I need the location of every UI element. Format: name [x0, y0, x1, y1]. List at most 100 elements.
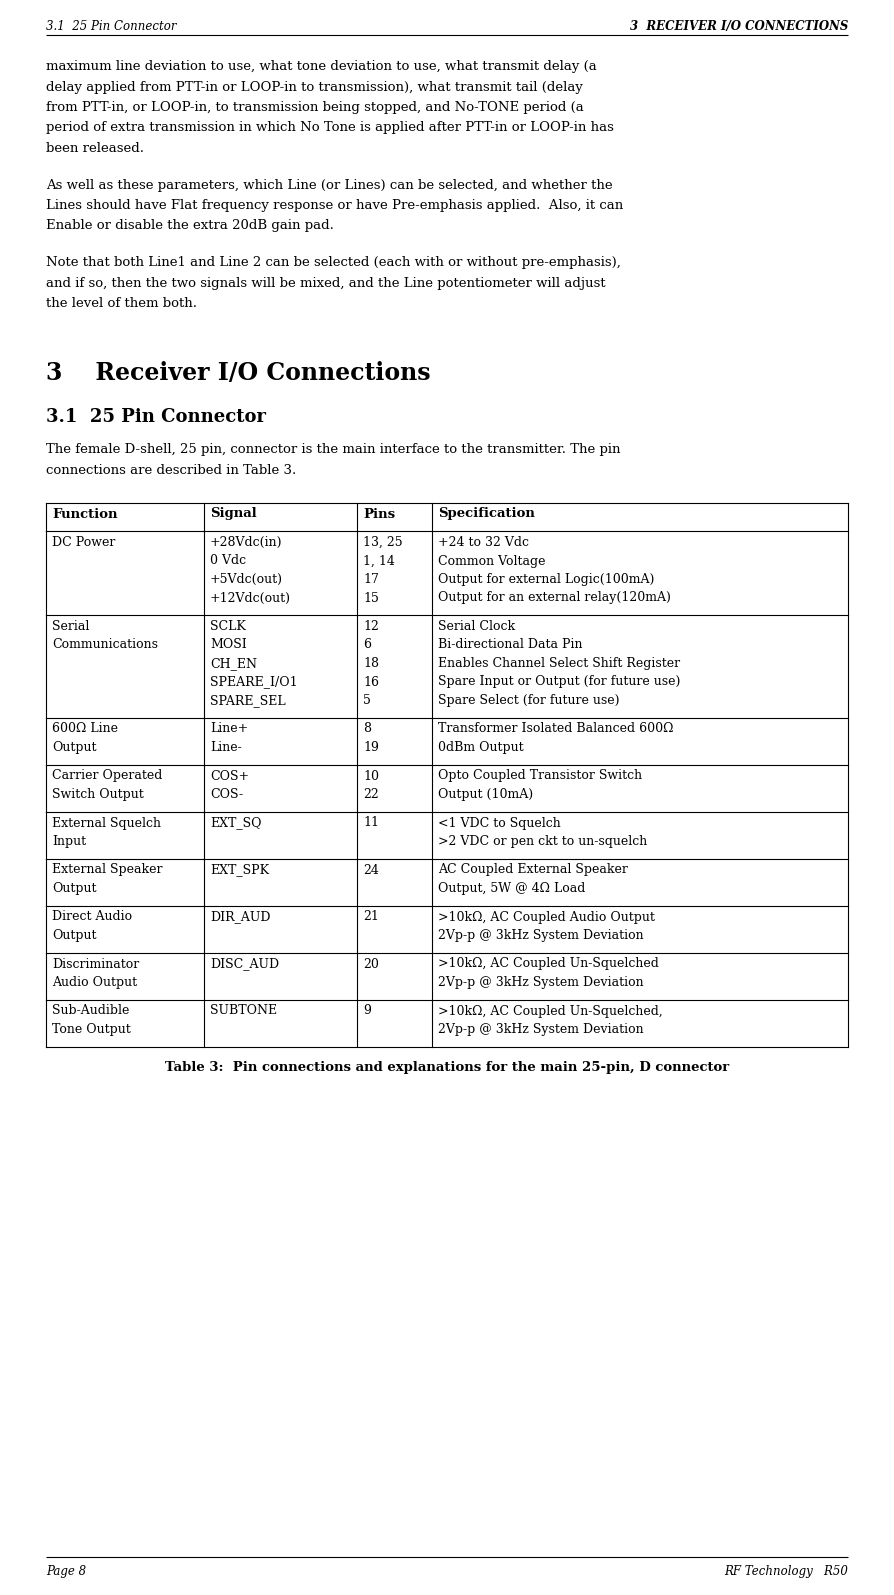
Text: 0dBm Output: 0dBm Output — [438, 742, 523, 754]
Text: Serial: Serial — [52, 620, 89, 633]
Text: Note that both Line1 and Line 2 can be selected (each with or without pre-emphas: Note that both Line1 and Line 2 can be s… — [46, 257, 620, 270]
Text: 6: 6 — [363, 638, 371, 651]
Text: DISC_AUD: DISC_AUD — [210, 957, 279, 970]
Text: Table 3:  Pin connections and explanations for the main 25-pin, D connector: Table 3: Pin connections and explanation… — [164, 1061, 730, 1073]
Text: 16: 16 — [363, 676, 379, 689]
Text: 22: 22 — [363, 788, 379, 801]
Text: maximum line deviation to use, what tone deviation to use, what transmit delay (: maximum line deviation to use, what tone… — [46, 61, 597, 73]
Text: Lines should have Flat frequency response or have Pre-emphasis applied.  Also, i: Lines should have Flat frequency respons… — [46, 199, 623, 212]
Text: 12: 12 — [363, 620, 379, 633]
Text: 11: 11 — [363, 817, 379, 829]
Text: Output, 5W @ 4Ω Load: Output, 5W @ 4Ω Load — [438, 882, 586, 895]
Text: Enable or disable the extra 20dB gain pad.: Enable or disable the extra 20dB gain pa… — [46, 220, 333, 233]
Text: Sub-Audible: Sub-Audible — [52, 1005, 130, 1018]
Text: COS+: COS+ — [210, 769, 249, 783]
Text: Carrier Operated: Carrier Operated — [52, 769, 163, 783]
Text: 13, 25: 13, 25 — [363, 536, 403, 549]
Text: SPEARE_I/O1: SPEARE_I/O1 — [210, 676, 298, 689]
Text: been released.: been released. — [46, 142, 144, 155]
Text: period of extra transmission in which No Tone is applied after PTT-in or LOOP-in: period of extra transmission in which No… — [46, 121, 614, 134]
Text: Output for an external relay(120mA): Output for an external relay(120mA) — [438, 592, 670, 605]
Text: 3.1  25 Pin Connector: 3.1 25 Pin Connector — [46, 21, 176, 33]
Text: 2Vp-p @ 3kHz System Deviation: 2Vp-p @ 3kHz System Deviation — [438, 976, 644, 989]
Text: and if so, then the two signals will be mixed, and the Line potentiometer will a: and if so, then the two signals will be … — [46, 276, 605, 290]
Text: Line-: Line- — [210, 742, 241, 754]
Text: 0 Vdc: 0 Vdc — [210, 555, 246, 568]
Text: DC Power: DC Power — [52, 536, 115, 549]
Text: Common Voltage: Common Voltage — [438, 555, 545, 568]
Text: External Squelch: External Squelch — [52, 817, 161, 829]
Text: SPARE_SEL: SPARE_SEL — [210, 694, 285, 707]
Text: Input: Input — [52, 836, 86, 849]
Text: EXT_SQ: EXT_SQ — [210, 817, 261, 829]
Text: 2Vp-p @ 3kHz System Deviation: 2Vp-p @ 3kHz System Deviation — [438, 1022, 644, 1037]
Text: External Speaker: External Speaker — [52, 863, 163, 877]
Text: 19: 19 — [363, 742, 379, 754]
Text: Direct Audio: Direct Audio — [52, 911, 132, 924]
Text: +28Vdc(in): +28Vdc(in) — [210, 536, 283, 549]
Text: >2 VDC or pen ckt to un-squelch: >2 VDC or pen ckt to un-squelch — [438, 836, 647, 849]
Text: SUBTONE: SUBTONE — [210, 1005, 277, 1018]
Text: Transformer Isolated Balanced 600Ω: Transformer Isolated Balanced 600Ω — [438, 723, 673, 735]
Text: Output: Output — [52, 742, 97, 754]
Text: 24: 24 — [363, 863, 379, 877]
Text: COS-: COS- — [210, 788, 243, 801]
Text: Specification: Specification — [438, 507, 535, 520]
Text: Output (10mA): Output (10mA) — [438, 788, 533, 801]
Text: 5: 5 — [363, 694, 371, 707]
Text: 600Ω Line: 600Ω Line — [52, 723, 118, 735]
Text: Output: Output — [52, 882, 97, 895]
Text: connections are described in Table 3.: connections are described in Table 3. — [46, 464, 296, 477]
Text: 17: 17 — [363, 573, 379, 585]
Text: >10kΩ, AC Coupled Un-Squelched: >10kΩ, AC Coupled Un-Squelched — [438, 957, 659, 970]
Text: +5Vdc(out): +5Vdc(out) — [210, 573, 283, 585]
Text: The female D-shell, 25 pin, connector is the main interface to the transmitter. : The female D-shell, 25 pin, connector is… — [46, 443, 620, 456]
Text: Signal: Signal — [210, 507, 257, 520]
Text: 2Vp-p @ 3kHz System Deviation: 2Vp-p @ 3kHz System Deviation — [438, 928, 644, 943]
Text: 3.1  25 Pin Connector: 3.1 25 Pin Connector — [46, 407, 266, 426]
Text: Switch Output: Switch Output — [52, 788, 144, 801]
Text: Serial Clock: Serial Clock — [438, 620, 515, 633]
Text: Bi-directional Data Pin: Bi-directional Data Pin — [438, 638, 582, 651]
Text: +12Vdc(out): +12Vdc(out) — [210, 592, 291, 605]
Text: Spare Input or Output (for future use): Spare Input or Output (for future use) — [438, 676, 680, 689]
Text: Enables Channel Select Shift Register: Enables Channel Select Shift Register — [438, 657, 680, 670]
Text: >10kΩ, AC Coupled Audio Output: >10kΩ, AC Coupled Audio Output — [438, 911, 654, 924]
Text: Communications: Communications — [52, 638, 158, 651]
Text: 1, 14: 1, 14 — [363, 555, 395, 568]
Text: Spare Select (for future use): Spare Select (for future use) — [438, 694, 620, 707]
Text: SCLK: SCLK — [210, 620, 246, 633]
Text: CH_EN: CH_EN — [210, 657, 257, 670]
Text: Discriminator: Discriminator — [52, 957, 139, 970]
Text: 3    Receiver I/O Connections: 3 Receiver I/O Connections — [46, 362, 431, 386]
Text: 10: 10 — [363, 769, 379, 783]
Text: Audio Output: Audio Output — [52, 976, 137, 989]
Text: the level of them both.: the level of them both. — [46, 297, 197, 309]
Text: 15: 15 — [363, 592, 379, 605]
Text: Output for external Logic(100mA): Output for external Logic(100mA) — [438, 573, 654, 585]
Text: Opto Coupled Transistor Switch: Opto Coupled Transistor Switch — [438, 769, 642, 783]
Text: DIR_AUD: DIR_AUD — [210, 911, 271, 924]
Text: Line+: Line+ — [210, 723, 249, 735]
Text: RF Technology   R50: RF Technology R50 — [724, 1565, 848, 1577]
Text: Pins: Pins — [363, 507, 395, 520]
Text: MOSI: MOSI — [210, 638, 247, 651]
Text: Tone Output: Tone Output — [52, 1022, 131, 1037]
Text: +24 to 32 Vdc: +24 to 32 Vdc — [438, 536, 528, 549]
Text: 20: 20 — [363, 957, 379, 970]
Text: <1 VDC to Squelch: <1 VDC to Squelch — [438, 817, 561, 829]
Text: 18: 18 — [363, 657, 379, 670]
Text: 9: 9 — [363, 1005, 371, 1018]
Text: >10kΩ, AC Coupled Un-Squelched,: >10kΩ, AC Coupled Un-Squelched, — [438, 1005, 662, 1018]
Text: delay applied from PTT-in or LOOP-in to transmission), what transmit tail (delay: delay applied from PTT-in or LOOP-in to … — [46, 80, 583, 94]
Text: As well as these parameters, which Line (or Lines) can be selected, and whether : As well as these parameters, which Line … — [46, 179, 612, 191]
Text: 21: 21 — [363, 911, 379, 924]
Text: Function: Function — [52, 507, 117, 520]
Text: AC Coupled External Speaker: AC Coupled External Speaker — [438, 863, 628, 877]
Text: Output: Output — [52, 928, 97, 943]
Text: from PTT-in, or LOOP-in, to transmission being stopped, and No-TONE period (a: from PTT-in, or LOOP-in, to transmission… — [46, 100, 584, 113]
Text: 3  RECEIVER I/O CONNECTIONS: 3 RECEIVER I/O CONNECTIONS — [629, 21, 848, 33]
Text: EXT_SPK: EXT_SPK — [210, 863, 269, 877]
Text: 8: 8 — [363, 723, 371, 735]
Text: Page 8: Page 8 — [46, 1565, 86, 1577]
